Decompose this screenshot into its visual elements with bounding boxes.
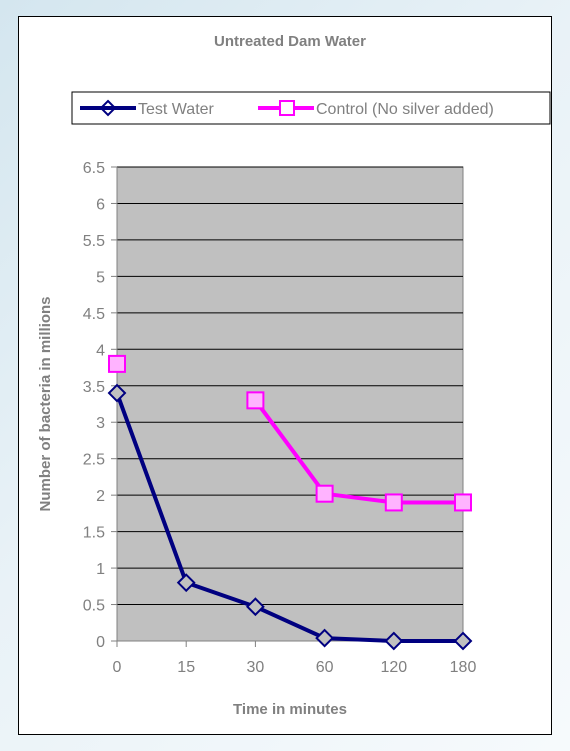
y-tick-label: 5	[96, 269, 105, 286]
point-test-water	[176, 573, 196, 593]
y-tick-label: 2	[96, 488, 105, 505]
point-control-no-silver-added	[108, 354, 126, 373]
y-tick-label: 3	[96, 415, 105, 432]
y-tick-label: 0	[96, 634, 105, 651]
y-axis: 0 0.5 1 1.5 2 2.5 3 3.5 4 4.5 5 5.5 6 6.5	[83, 160, 118, 651]
x-axis-title: Time in minutes	[233, 701, 347, 718]
chart-title: Untreated Dam Water	[214, 33, 366, 50]
y-axis-title: Number of bacteria in millions	[37, 296, 54, 511]
x-tick-label: 0	[113, 659, 122, 676]
point-test-water	[384, 631, 404, 651]
x-tick-label: 120	[380, 659, 407, 676]
x-axis: 0 15 30 60 120 180	[113, 640, 477, 676]
legend-marker-control	[279, 100, 295, 116]
series-line-test-water	[115, 392, 463, 643]
point-test-water	[107, 383, 127, 403]
point-test-water	[453, 631, 473, 651]
y-tick-label: 2.5	[83, 452, 105, 469]
point-control-no-silver-added	[384, 493, 403, 512]
y-tick-label: 5.5	[83, 233, 105, 250]
point-test-water	[245, 597, 265, 617]
y-tick-label: 6	[96, 196, 105, 213]
x-tick-label: 15	[177, 659, 195, 676]
x-tick-label: 60	[316, 659, 334, 676]
y-tick-label: 0.5	[83, 598, 105, 615]
legend-label-test-water: Test Water	[138, 101, 215, 118]
series-line-control-no-silver-added	[253, 399, 463, 505]
plot-area	[116, 166, 464, 642]
y-tick-label: 1.5	[83, 525, 105, 542]
point-control-no-silver-added	[454, 493, 472, 512]
grid-lines	[117, 166, 463, 606]
x-tick-label: 30	[247, 659, 265, 676]
y-tick-label: 6.5	[83, 160, 105, 177]
x-tick-label: 180	[450, 659, 477, 676]
point-test-water	[315, 628, 335, 648]
legend-label-control: Control (No silver added)	[316, 101, 494, 118]
legend: Test Water Control (No silver added)	[71, 91, 551, 125]
point-control-no-silver-added	[246, 391, 265, 410]
point-control-no-silver-added	[315, 484, 334, 503]
series-layer	[107, 354, 473, 651]
y-tick-label: 1	[96, 561, 105, 578]
y-tick-label: 4	[96, 342, 105, 359]
y-tick-label: 3.5	[83, 379, 105, 396]
y-tick-label: 4.5	[83, 306, 105, 323]
legend-marker-test-water	[99, 99, 117, 117]
